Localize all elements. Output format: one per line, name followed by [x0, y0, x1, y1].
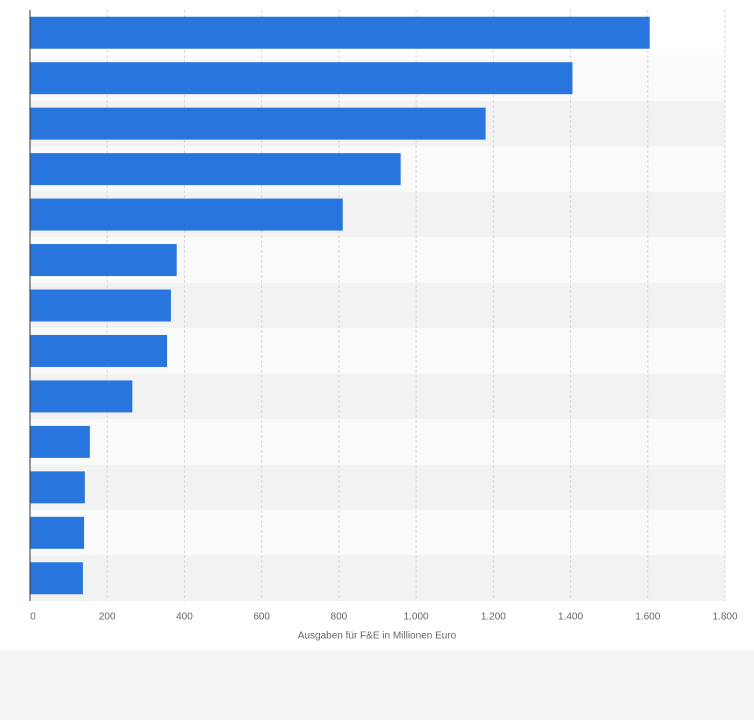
- bar: [30, 16, 650, 49]
- row-band: [30, 510, 725, 556]
- row-band: [30, 373, 725, 420]
- row-band: [30, 464, 725, 511]
- row-band: [30, 555, 725, 601]
- bar: [30, 471, 85, 504]
- x-tick-label: 1.800: [712, 612, 737, 623]
- x-tick-label: 1.600: [635, 612, 660, 623]
- bar: [30, 62, 573, 95]
- x-axis-label: Ausgaben für F&E in Millionen Euro: [298, 631, 457, 642]
- x-tick-label: 800: [331, 612, 348, 623]
- bar: [30, 107, 486, 140]
- x-tick-label: 0: [30, 612, 36, 623]
- bar: [30, 516, 85, 549]
- x-tick-label: 600: [253, 612, 270, 623]
- bar: [30, 562, 83, 595]
- row-band: [30, 419, 725, 465]
- bar: [30, 425, 90, 458]
- bar: [30, 198, 343, 231]
- footer-band: [0, 650, 754, 720]
- x-tick-label: 400: [176, 612, 193, 623]
- bar: [30, 380, 133, 413]
- x-tick-label: 1.200: [481, 612, 506, 623]
- bar: [30, 244, 177, 277]
- bar: [30, 153, 401, 186]
- x-tick-label: 200: [99, 612, 116, 623]
- bar: [30, 334, 168, 367]
- x-tick-label: 1.000: [404, 612, 429, 623]
- x-tick-label: 1.400: [558, 612, 583, 623]
- bar: [30, 289, 171, 322]
